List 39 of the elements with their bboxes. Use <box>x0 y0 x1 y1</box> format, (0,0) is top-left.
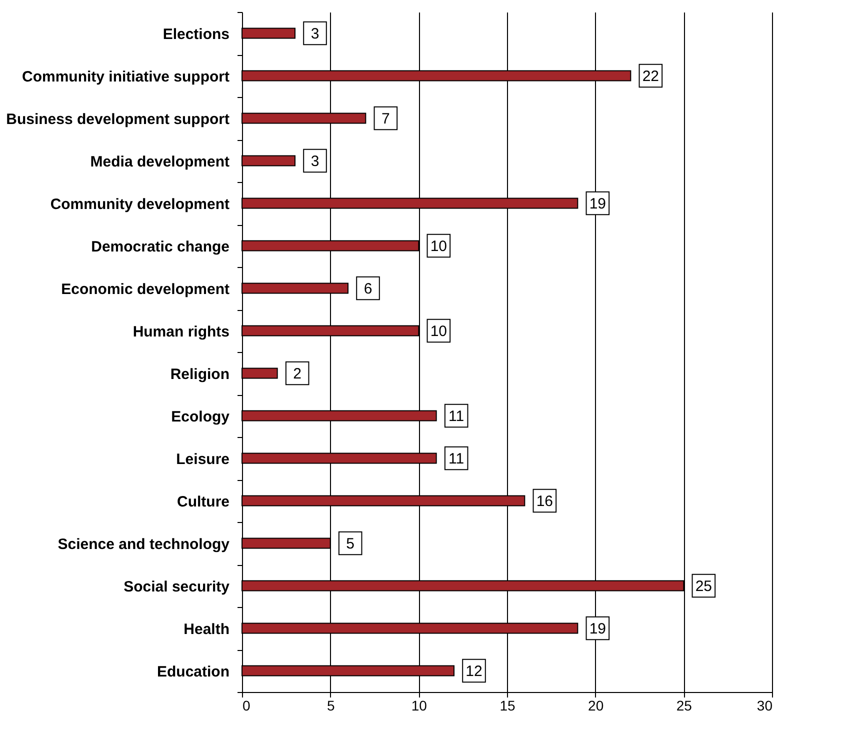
x-tick-label: 0 <box>242 698 250 714</box>
data-label: 22 <box>642 68 660 85</box>
data-label: 12 <box>466 662 482 680</box>
y-tick-label: Human rights <box>132 323 230 340</box>
data-label: 3 <box>310 152 320 170</box>
y-tick-label: Culture <box>177 493 230 510</box>
y-tick-label: Education <box>156 663 230 680</box>
y-tick-label: Science and technology <box>58 536 230 553</box>
x-tick-label: 20 <box>588 698 604 714</box>
y-tick-label: Democratic change <box>91 238 230 256</box>
y-tick-label: Community initiative support <box>22 68 230 86</box>
x-tick-label: 25 <box>676 698 692 714</box>
data-label: 11 <box>448 450 464 468</box>
data-label: 10 <box>430 238 448 255</box>
y-tick-label: Economic development <box>61 280 230 298</box>
data-label: 19 <box>589 195 606 212</box>
x-tick-label: 10 <box>411 698 428 714</box>
y-tick-label: Religion <box>170 366 230 383</box>
y-tick-label: Ecology <box>171 408 230 426</box>
data-label: 11 <box>448 408 464 425</box>
x-tick-label: 30 <box>756 698 773 714</box>
data-label: 10 <box>430 322 448 340</box>
data-label: 2 <box>293 365 302 382</box>
data-label: 25 <box>695 578 712 595</box>
x-tick-label: 5 <box>326 698 335 714</box>
data-label: 3 <box>310 25 320 42</box>
data-label: 6 <box>364 280 372 298</box>
data-label: 5 <box>346 535 355 552</box>
y-tick-label: Community development <box>50 196 230 213</box>
y-tick-label: Social security <box>124 578 230 596</box>
y-tick-label: Business development support <box>6 110 230 128</box>
y-tick-label: Leisure <box>176 450 230 468</box>
x-tick-label: 15 <box>500 698 516 714</box>
y-tick-label: Media development <box>90 153 230 170</box>
y-tick-label: Health <box>184 620 230 638</box>
data-label: 19 <box>589 620 606 638</box>
y-tick-label: Elections <box>162 26 230 43</box>
data-label: 16 <box>536 492 554 510</box>
data-label: 7 <box>381 110 390 128</box>
